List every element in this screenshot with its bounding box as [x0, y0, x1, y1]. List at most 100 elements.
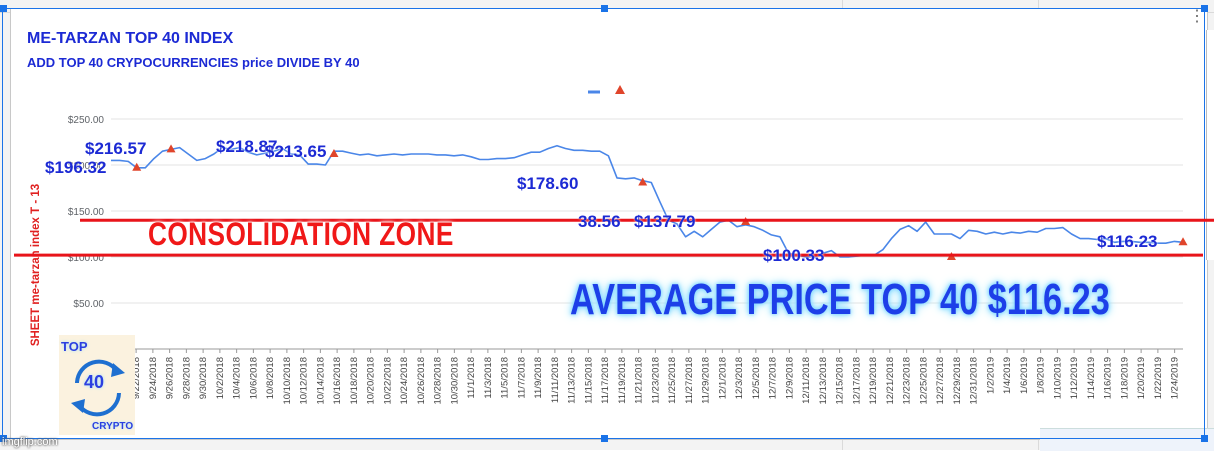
x-tick-label: 12/9/2018 — [784, 357, 795, 399]
data-point-marker — [166, 144, 176, 153]
logo-bottom-text: CRYPTO — [92, 421, 134, 432]
y-tick-label: $50.00 — [73, 299, 104, 310]
x-tick-label: 9/30/2018 — [198, 357, 209, 399]
x-tick-label: 10/24/2018 — [399, 357, 410, 405]
data-point-marker — [329, 148, 339, 157]
x-tick-label: 12/3/2018 — [734, 357, 745, 399]
x-tick-label: 12/25/2018 — [918, 357, 929, 405]
x-tick-label: 12/31/2018 — [969, 357, 980, 405]
x-tick-label: 12/1/2018 — [717, 357, 728, 399]
x-tick-label: 1/2/2019 — [985, 357, 996, 394]
x-tick-label: 11/25/2018 — [667, 357, 678, 404]
x-tick-label: 11/15/2018 — [583, 357, 594, 404]
x-tick-label: 11/21/2018 — [634, 357, 645, 404]
price-annotation: $178.60 — [517, 174, 579, 193]
chart-title: ME-TARZAN TOP 40 INDEX — [27, 30, 234, 47]
x-tick-label: 12/23/2018 — [902, 357, 913, 405]
price-annotation: $213.65 — [265, 142, 327, 161]
resize-handle[interactable] — [601, 435, 608, 442]
x-tick-label: 11/19/2018 — [617, 357, 628, 404]
x-tick-label: 1/10/2019 — [1052, 357, 1063, 399]
adjacent-sheet-cell — [1040, 428, 1214, 451]
x-tick-label: 12/21/2018 — [885, 357, 896, 405]
adjacent-sheet-panel — [1206, 30, 1214, 260]
x-tick-label: 12/27/2018 — [935, 357, 946, 405]
x-tick-label: 11/27/2018 — [684, 357, 695, 404]
chart-frame[interactable] — [10, 8, 1208, 440]
x-tick-label: 10/8/2018 — [265, 357, 276, 399]
resize-handle[interactable] — [0, 435, 7, 442]
logo-number: 40 — [84, 372, 105, 392]
x-tick-label: 11/23/2018 — [650, 357, 661, 404]
x-tick-label: 10/14/2018 — [315, 357, 326, 405]
resize-handle[interactable] — [601, 5, 608, 12]
x-tick-label: 1/8/2019 — [1036, 357, 1047, 394]
y-tick-label: $100.00 — [68, 253, 105, 264]
x-tick-label: 10/22/2018 — [382, 357, 393, 405]
top40-crypto-logo: TOP 40 CRYPTO — [59, 335, 135, 435]
x-tick-label: 1/4/2019 — [1002, 357, 1013, 394]
data-point-marker — [1178, 237, 1188, 246]
price-annotation: 38.56 — [578, 212, 621, 231]
resize-handle[interactable] — [1201, 5, 1208, 12]
average-price-label: AVERAGE PRICE TOP 40 $116.23 — [570, 275, 1110, 324]
x-tick-label: 10/12/2018 — [299, 357, 310, 405]
y-tick-label: $200.00 — [68, 161, 105, 172]
x-tick-label: 11/17/2018 — [600, 357, 611, 404]
x-tick-label: 9/28/2018 — [181, 357, 192, 399]
x-tick-label: 1/18/2019 — [1119, 357, 1130, 399]
price-annotation: $137.79 — [634, 212, 696, 231]
y-tick-label: $250.00 — [68, 115, 105, 126]
data-point-marker — [638, 177, 648, 186]
x-tick-label: 10/10/2018 — [282, 357, 293, 405]
x-tick-label: 12/11/2018 — [801, 357, 812, 404]
x-tick-label: 11/9/2018 — [533, 357, 544, 399]
x-tick-label: 9/22/2018 — [131, 357, 142, 399]
legend-marker-icon — [615, 85, 625, 94]
x-tick-label: 1/16/2019 — [1103, 357, 1114, 399]
series-line — [111, 144, 1184, 258]
x-tick-label: 11/13/2018 — [567, 357, 578, 404]
x-tick-label: 9/24/2018 — [148, 357, 159, 399]
resize-handle[interactable] — [0, 5, 7, 12]
x-tick-label: 11/5/2018 — [500, 357, 511, 399]
price-annotation: $196.32 — [45, 158, 107, 177]
resize-handle[interactable] — [1201, 435, 1208, 442]
x-tick-label: 12/19/2018 — [868, 357, 879, 405]
x-tick-label: 12/29/2018 — [952, 357, 963, 405]
x-tick-label: 9/26/2018 — [165, 357, 176, 399]
x-tick-label: 12/7/2018 — [768, 357, 779, 399]
x-tick-label: 12/5/2018 — [751, 357, 762, 399]
data-point-marker — [132, 162, 142, 171]
x-tick-label: 11/3/2018 — [483, 357, 494, 399]
x-tick-label: 12/13/2018 — [818, 357, 829, 405]
selection-border — [2, 8, 3, 438]
x-tick-label: 11/11/2018 — [550, 357, 561, 403]
x-tick-label: 10/6/2018 — [248, 357, 259, 399]
x-tick-label: 1/22/2019 — [1153, 357, 1164, 399]
x-tick-label: 1/24/2019 — [1170, 357, 1181, 399]
x-tick-label: 10/2/2018 — [215, 357, 226, 399]
x-tick-label: 1/14/2019 — [1086, 357, 1097, 399]
x-tick-label: 10/20/2018 — [366, 357, 377, 405]
x-tick-label: 10/18/2018 — [349, 357, 360, 405]
price-annotation: $116.23 — [1097, 232, 1158, 251]
x-tick-label: 1/20/2019 — [1136, 357, 1147, 399]
x-tick-label: 10/26/2018 — [416, 357, 427, 405]
x-tick-label: 11/7/2018 — [516, 357, 527, 399]
logo-top-text: TOP — [61, 339, 88, 354]
refresh-arrows-icon — [71, 359, 125, 417]
watermark: imgflip.com — [2, 436, 58, 448]
x-tick-label: 12/15/2018 — [835, 357, 846, 405]
x-tick-label: 11/1/2018 — [466, 357, 477, 399]
consolidation-zone-label: CONSOLIDATION ZONE — [148, 216, 454, 252]
x-tick-label: 11/29/2018 — [701, 357, 712, 404]
x-tick-label: 10/30/2018 — [449, 357, 460, 405]
x-tick-label: 10/28/2018 — [433, 357, 444, 405]
x-tick-label: 1/12/2019 — [1069, 357, 1080, 399]
x-tick-label: 1/6/2019 — [1019, 357, 1030, 394]
y-tick-label: $150.00 — [68, 207, 105, 218]
chart-subtitle: ADD TOP 40 CRYPOCURRENCIES price DIVIDE … — [27, 55, 360, 70]
price-annotation: $218.87 — [216, 137, 278, 156]
